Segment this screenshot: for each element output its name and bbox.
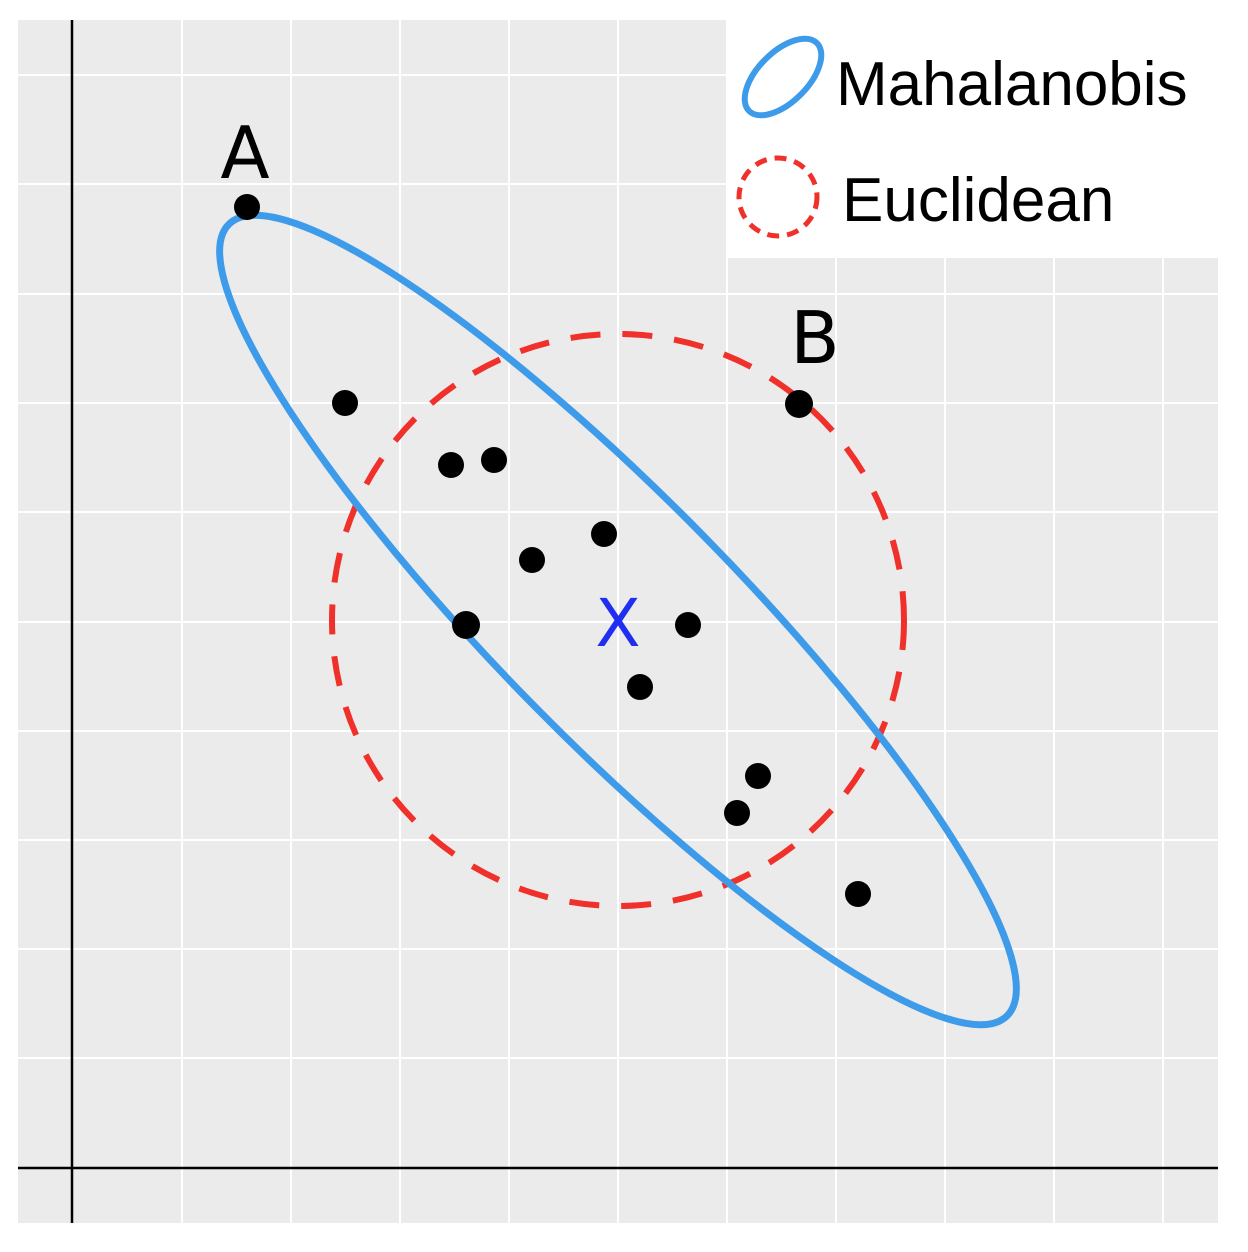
data-point bbox=[845, 881, 871, 907]
euclidean-circle bbox=[329, 331, 907, 909]
data-point bbox=[591, 521, 617, 547]
legend: Mahalanobis Euclidean bbox=[727, 20, 1218, 258]
data-point bbox=[438, 452, 464, 478]
data-point bbox=[332, 390, 358, 416]
mean-marker: X bbox=[595, 585, 640, 662]
data-point bbox=[785, 390, 813, 418]
data-point bbox=[724, 800, 750, 826]
mahalanobis-legend-label: Mahalanobis bbox=[836, 50, 1188, 119]
euclidean-legend-label: Euclidean bbox=[842, 166, 1114, 235]
data-point bbox=[519, 547, 545, 573]
data-points bbox=[234, 194, 871, 907]
mahalanobis-legend-icon bbox=[741, 35, 825, 119]
data-point bbox=[452, 611, 480, 639]
data-point bbox=[745, 763, 771, 789]
point-label-a: A bbox=[220, 111, 269, 195]
data-point bbox=[481, 447, 507, 473]
euclidean-legend-icon bbox=[736, 155, 820, 239]
point-label-b: B bbox=[790, 296, 839, 380]
data-point bbox=[675, 612, 701, 638]
mahalanobis-ellipse bbox=[216, 211, 1020, 1029]
data-point bbox=[627, 674, 653, 700]
data-point bbox=[234, 194, 260, 220]
